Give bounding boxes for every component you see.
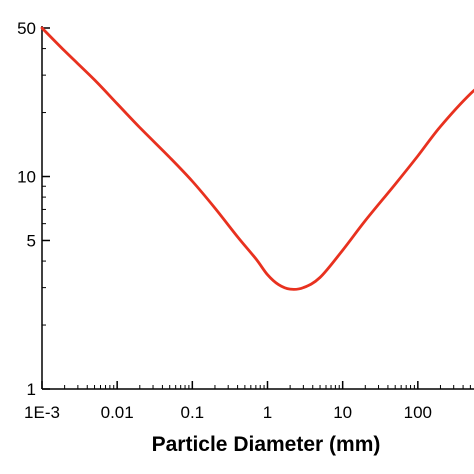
x-tick-label: 0.01 (101, 403, 134, 422)
x-tick-label: 1 (263, 403, 272, 422)
y-tick-label: 50 (17, 19, 36, 38)
x-tick-label: 1E-3 (24, 403, 60, 422)
y-tick-label: 5 (27, 231, 36, 250)
x-axis-title: Particle Diameter (mm) (152, 433, 381, 456)
series-line (40, 26, 474, 291)
x-tick-label: 0.1 (181, 403, 205, 422)
x-axis-ticks: 1E-3 0.01 0.1 1 10 100 1 (24, 381, 471, 422)
y-axis: 1 5 10 50 (17, 19, 50, 399)
y-axis-ticks: 1 5 10 50 (17, 19, 50, 399)
x-axis: 1E-3 0.01 0.1 1 10 100 1 (24, 381, 474, 422)
y-tick-label: 1 (27, 380, 36, 399)
series-layer (40, 26, 474, 291)
y-tick-label: 10 (17, 168, 36, 187)
x-tick-label: 100 (404, 403, 432, 422)
x-tick-label: 10 (333, 403, 352, 422)
